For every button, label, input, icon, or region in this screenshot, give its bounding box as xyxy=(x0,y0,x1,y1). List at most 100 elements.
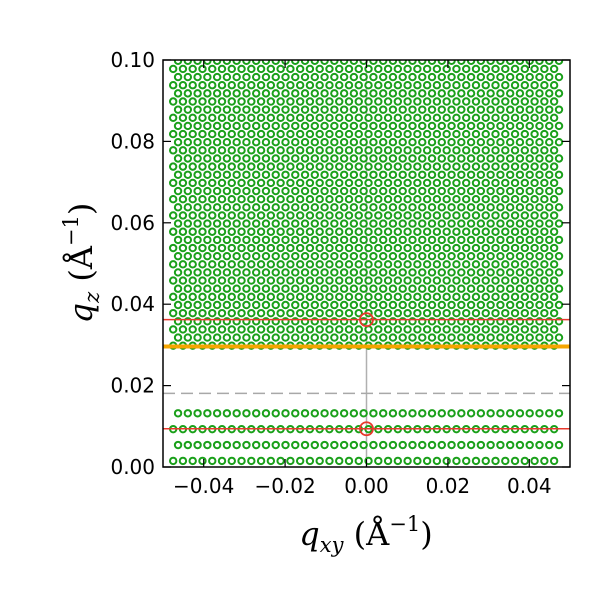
upper-lattice-point xyxy=(173,105,183,114)
upper-lattice-point xyxy=(198,129,207,139)
upper-lattice-point xyxy=(510,97,520,106)
upper-lattice-point xyxy=(271,251,280,261)
upper-lattice-point xyxy=(330,60,339,66)
upper-lattice-point xyxy=(222,72,232,82)
upper-lattice-point xyxy=(286,211,295,220)
upper-lattice-point xyxy=(515,300,525,310)
upper-lattice-point xyxy=(325,292,334,302)
upper-lattice-point xyxy=(237,113,246,122)
lower-lattice-point xyxy=(471,456,481,466)
upper-lattice-point xyxy=(330,251,339,261)
upper-lattice-point xyxy=(554,170,564,179)
upper-lattice-point xyxy=(242,333,251,342)
upper-lattice-point xyxy=(442,146,451,155)
y-axis-label: qz (Å−1) xyxy=(59,203,104,324)
upper-lattice-point xyxy=(462,260,471,269)
upper-lattice-point xyxy=(481,64,490,74)
upper-lattice-point xyxy=(476,203,486,212)
upper-lattice-point xyxy=(540,325,549,334)
lower-lattice-point xyxy=(188,456,197,466)
upper-lattice-point xyxy=(515,268,525,277)
upper-lattice-point xyxy=(393,113,403,122)
upper-lattice-point xyxy=(281,89,290,98)
upper-lattice-point xyxy=(310,235,320,245)
upper-lattice-point xyxy=(222,105,232,114)
upper-lattice-point xyxy=(393,211,403,220)
x-tick-label: 0.04 xyxy=(507,474,552,498)
upper-lattice-point xyxy=(525,89,534,98)
upper-lattice-point xyxy=(335,64,344,74)
lower-lattice-point xyxy=(193,440,202,450)
lower-lattice-point xyxy=(413,456,422,466)
upper-lattice-point xyxy=(354,325,363,334)
upper-lattice-point xyxy=(276,211,285,220)
upper-lattice-point xyxy=(432,64,442,74)
upper-lattice-point xyxy=(222,203,232,212)
upper-lattice-point xyxy=(344,276,354,285)
upper-lattice-point xyxy=(408,72,417,82)
upper-lattice-point xyxy=(476,105,486,114)
upper-lattice-point xyxy=(198,243,207,253)
upper-lattice-point xyxy=(325,129,334,139)
upper-lattice-point xyxy=(320,170,329,179)
upper-lattice-point xyxy=(452,292,461,302)
lower-lattice-point xyxy=(466,440,476,450)
upper-lattice-point xyxy=(520,194,530,204)
upper-lattice-point xyxy=(501,81,510,90)
lower-lattice-point xyxy=(432,456,442,466)
upper-lattice-point xyxy=(554,138,564,147)
upper-lattice-point xyxy=(432,146,442,155)
upper-lattice-point xyxy=(398,154,407,163)
upper-lattice-point xyxy=(466,268,476,277)
upper-lattice-point xyxy=(496,268,505,277)
upper-lattice-point xyxy=(374,227,383,236)
upper-lattice-point xyxy=(295,81,305,90)
upper-lattice-point xyxy=(339,268,349,277)
upper-lattice-point xyxy=(291,105,300,114)
upper-lattice-point xyxy=(481,325,490,334)
upper-lattice-point xyxy=(354,292,363,302)
upper-lattice-point xyxy=(418,60,427,66)
upper-lattice-point xyxy=(237,194,246,204)
upper-lattice-point xyxy=(188,146,197,155)
upper-lattice-point xyxy=(232,60,241,66)
upper-lattice-point xyxy=(530,227,539,236)
upper-lattice-point xyxy=(242,219,251,228)
upper-lattice-point xyxy=(398,333,407,342)
upper-lattice-point xyxy=(535,138,544,147)
upper-lattice-point xyxy=(554,121,564,131)
upper-lattice-point xyxy=(247,194,256,204)
upper-lattice-point xyxy=(510,243,520,253)
upper-lattice-point xyxy=(222,235,232,245)
upper-lattice-point xyxy=(256,276,266,285)
upper-lattice-point xyxy=(496,333,505,342)
upper-lattice-point xyxy=(447,89,456,98)
upper-lattice-point xyxy=(374,129,383,139)
upper-lattice-point xyxy=(505,235,515,245)
upper-lattice-point xyxy=(540,113,549,122)
upper-lattice-point xyxy=(393,308,403,318)
upper-lattice-point xyxy=(237,211,246,220)
upper-lattice-point xyxy=(208,211,217,220)
upper-lattice-point xyxy=(413,162,422,171)
upper-lattice-point xyxy=(432,129,442,139)
upper-lattice-point xyxy=(408,138,417,147)
upper-lattice-point xyxy=(422,276,432,285)
upper-lattice-point xyxy=(349,186,359,196)
upper-lattice-point xyxy=(252,60,261,66)
upper-lattice-point xyxy=(374,211,383,220)
upper-lattice-point xyxy=(310,284,320,293)
upper-lattice-point xyxy=(281,121,290,131)
upper-lattice-point xyxy=(486,89,495,98)
lower-lattice-point xyxy=(452,456,461,466)
upper-lattice-point xyxy=(232,333,241,342)
upper-lattice-point xyxy=(242,284,251,293)
upper-lattice-point xyxy=(335,308,344,318)
upper-lattice-point xyxy=(505,284,515,293)
upper-lattice-point xyxy=(462,97,471,106)
upper-lattice-point xyxy=(393,178,403,188)
upper-lattice-point xyxy=(173,268,183,277)
upper-lattice-point xyxy=(315,211,324,220)
highlight-marker-1 xyxy=(359,421,374,437)
upper-lattice-point xyxy=(491,97,500,106)
